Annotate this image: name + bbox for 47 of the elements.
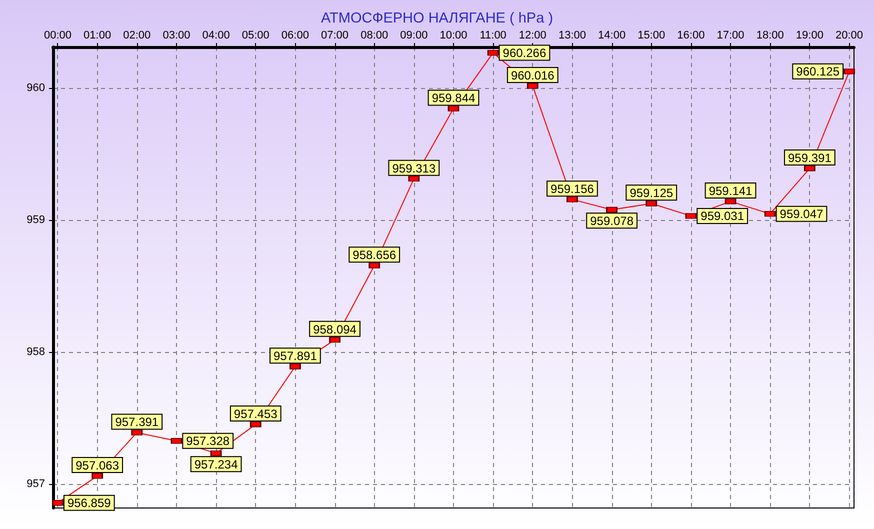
data-label: 960.266 (502, 46, 546, 60)
x-tick-label: 05:00 (242, 30, 270, 42)
data-label: 960.016 (510, 68, 555, 82)
x-tick-label: 15:00 (638, 30, 666, 42)
data-label: 958.094 (313, 322, 357, 336)
data-label: 957.391 (115, 415, 159, 430)
x-tick-label: 01:00 (84, 30, 112, 42)
x-tick-label: 09:00 (400, 30, 428, 42)
data-label: 959.125 (630, 186, 674, 200)
x-tick-label: 04:00 (202, 30, 230, 42)
data-label: 957.891 (274, 349, 318, 364)
data-label: 958.656 (352, 248, 396, 262)
x-tick-label: 07:00 (321, 30, 349, 42)
data-label: 957.453 (234, 407, 278, 422)
y-tick-label: 960 (26, 82, 45, 94)
x-tick-label: 10:00 (440, 30, 468, 42)
x-tick-label: 20:00 (835, 30, 864, 42)
chart-title: АТМОСФЕРНО НАЛЯГАНЕ ( hPa ) (320, 10, 554, 26)
data-label: 959.031 (700, 208, 744, 223)
data-label: 959.141 (708, 184, 753, 198)
data-label: 956.859 (67, 496, 112, 510)
data-label: 959.156 (550, 182, 594, 196)
data-label: 960.125 (796, 64, 840, 78)
data-label: 957.234 (194, 458, 238, 472)
y-tick-label: 957 (26, 478, 45, 490)
x-tick-label: 06:00 (281, 30, 309, 42)
x-tick-label: 12:00 (518, 30, 546, 42)
x-tick-label: 13:00 (558, 30, 586, 42)
y-tick-label: 959 (26, 214, 45, 226)
x-tick-label: 18:00 (756, 30, 784, 42)
x-tick-label: 03:00 (162, 30, 190, 42)
x-tick-label: 08:00 (360, 30, 388, 42)
y-tick-label: 958 (26, 346, 45, 358)
x-tick-label: 19:00 (796, 30, 824, 42)
data-label: 959.078 (590, 214, 634, 228)
x-tick-label: 17:00 (716, 30, 744, 42)
data-label: 959.844 (432, 91, 476, 106)
x-tick-label: 11:00 (480, 30, 506, 42)
data-label: 959.313 (392, 161, 436, 176)
data-label: 957.328 (186, 434, 230, 448)
x-tick-label: 00:00 (44, 30, 72, 42)
x-tick-label: 14:00 (598, 30, 626, 42)
x-tick-label: 02:00 (123, 30, 151, 42)
data-label: 959.391 (788, 151, 832, 166)
x-tick-label: 16:00 (677, 30, 705, 42)
data-label: 957.063 (76, 458, 120, 473)
data-label: 959.047 (780, 206, 824, 221)
